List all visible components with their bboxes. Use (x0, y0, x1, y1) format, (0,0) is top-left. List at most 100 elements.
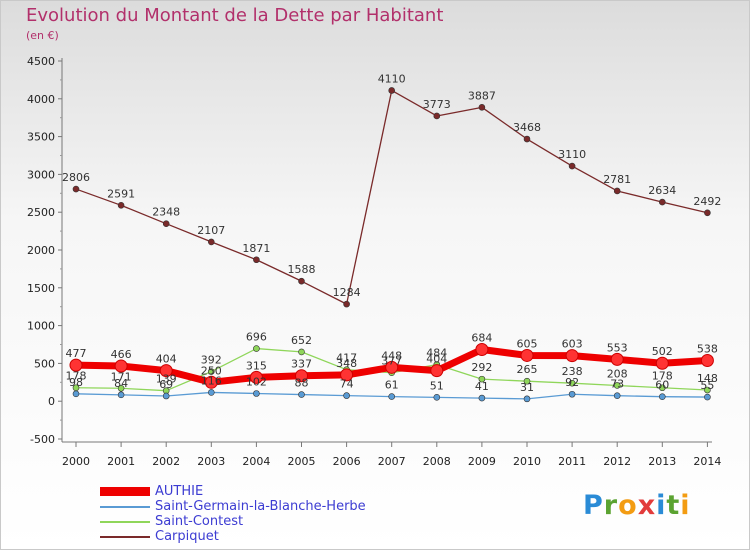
x-tick-label: 2012 (603, 455, 631, 468)
y-tick-label: 0 (48, 395, 55, 408)
data-point (162, 220, 170, 227)
data-label: 1284 (333, 286, 361, 299)
x-tick-label: 2006 (333, 455, 361, 468)
data-label: 178 (66, 370, 87, 383)
data-label: 2348 (152, 206, 180, 219)
x-tick-label: 2002 (152, 455, 180, 468)
data-point (478, 104, 486, 111)
data-label: 61 (385, 379, 399, 392)
data-point (704, 393, 711, 401)
data-label: 88 (295, 377, 309, 390)
legend-label: Saint-Germain-la-Blanche-Herbe (155, 499, 366, 514)
series-line (75, 89, 709, 305)
x-tick-label: 2005 (288, 455, 316, 468)
data-label: 55 (700, 379, 714, 392)
legend-label: Saint-Contest (155, 514, 244, 529)
data-label: 684 (471, 331, 492, 344)
data-label: 2781 (603, 173, 631, 186)
data-point (613, 392, 621, 399)
data-label: 2591 (107, 187, 135, 200)
data-label: 404 (426, 353, 447, 366)
proxiti-logo: Proxiti (583, 490, 691, 521)
data-point (478, 394, 486, 402)
legend-swatch (100, 487, 150, 496)
data-point (388, 393, 396, 400)
data-point (208, 389, 215, 396)
data-point (298, 277, 305, 285)
data-point (700, 354, 714, 368)
data-label: 377 (381, 355, 402, 368)
data-point (162, 392, 170, 400)
data-point (159, 364, 173, 378)
data-point (385, 360, 399, 374)
data-point (610, 352, 624, 366)
data-label: 208 (607, 367, 628, 380)
data-label: 60 (655, 379, 669, 392)
data-point (478, 375, 486, 383)
y-tick-label: -500 (30, 433, 55, 446)
data-point (295, 369, 308, 383)
x-tick-label: 2014 (693, 455, 721, 468)
data-point (208, 368, 215, 375)
data-point (523, 395, 531, 403)
data-label: 348 (336, 357, 357, 370)
legend-swatch (100, 505, 150, 508)
data-label: 484 (426, 347, 447, 360)
data-label: 92 (565, 376, 579, 389)
data-label: 392 (201, 354, 222, 367)
data-point (117, 202, 125, 209)
data-label: 315 (246, 359, 267, 372)
legend-item: Saint-Contest (100, 514, 366, 529)
y-tick-label: 3000 (27, 168, 55, 181)
x-tick-label: 2010 (513, 455, 541, 468)
data-label: 2634 (648, 184, 676, 197)
data-point (72, 390, 80, 398)
data-label: 171 (111, 370, 132, 383)
data-label: 502 (652, 345, 673, 358)
data-label: 139 (156, 373, 177, 386)
data-label: 1588 (288, 263, 316, 276)
x-tick-label: 2013 (648, 455, 676, 468)
data-point (565, 349, 579, 363)
data-label: 538 (697, 343, 718, 356)
data-point (72, 185, 80, 193)
data-label: 116 (201, 374, 222, 387)
data-point (568, 162, 576, 170)
data-label: 337 (291, 358, 312, 371)
data-label: 3468 (513, 121, 541, 134)
y-tick-label: 3500 (27, 131, 55, 144)
data-point (475, 342, 489, 356)
legend-label: AUTHIE (155, 484, 204, 499)
data-label: 102 (246, 375, 267, 388)
legend-item: AUTHIE (100, 484, 366, 499)
data-point (114, 359, 128, 373)
data-label: 1871 (242, 242, 270, 255)
data-label: 73 (610, 378, 624, 391)
data-point (523, 135, 531, 143)
legend: AUTHIE Saint-Germain-la-Blanche-Herbe Sain… (100, 484, 366, 544)
data-point (117, 384, 125, 392)
data-label: 74 (340, 378, 354, 391)
data-point (433, 112, 441, 120)
data-point (658, 384, 666, 392)
data-point (658, 393, 666, 400)
y-tick-label: 1500 (27, 282, 55, 295)
data-point (613, 382, 621, 389)
data-point (343, 300, 350, 308)
data-label: 603 (562, 338, 583, 351)
data-label: 41 (475, 380, 489, 393)
data-label: 466 (111, 348, 132, 361)
x-tick-label: 2007 (378, 455, 406, 468)
y-tick-label: 4000 (27, 93, 55, 106)
x-tick-label: 2003 (197, 455, 225, 468)
data-point (433, 394, 441, 401)
legend-swatch (100, 535, 150, 538)
data-point (430, 364, 444, 378)
legend-item: Saint-Germain-la-Blanche-Herbe (100, 499, 366, 514)
data-label: 84 (114, 377, 128, 390)
data-label: 652 (291, 334, 312, 347)
data-label: 265 (517, 363, 538, 376)
data-point (249, 370, 263, 384)
